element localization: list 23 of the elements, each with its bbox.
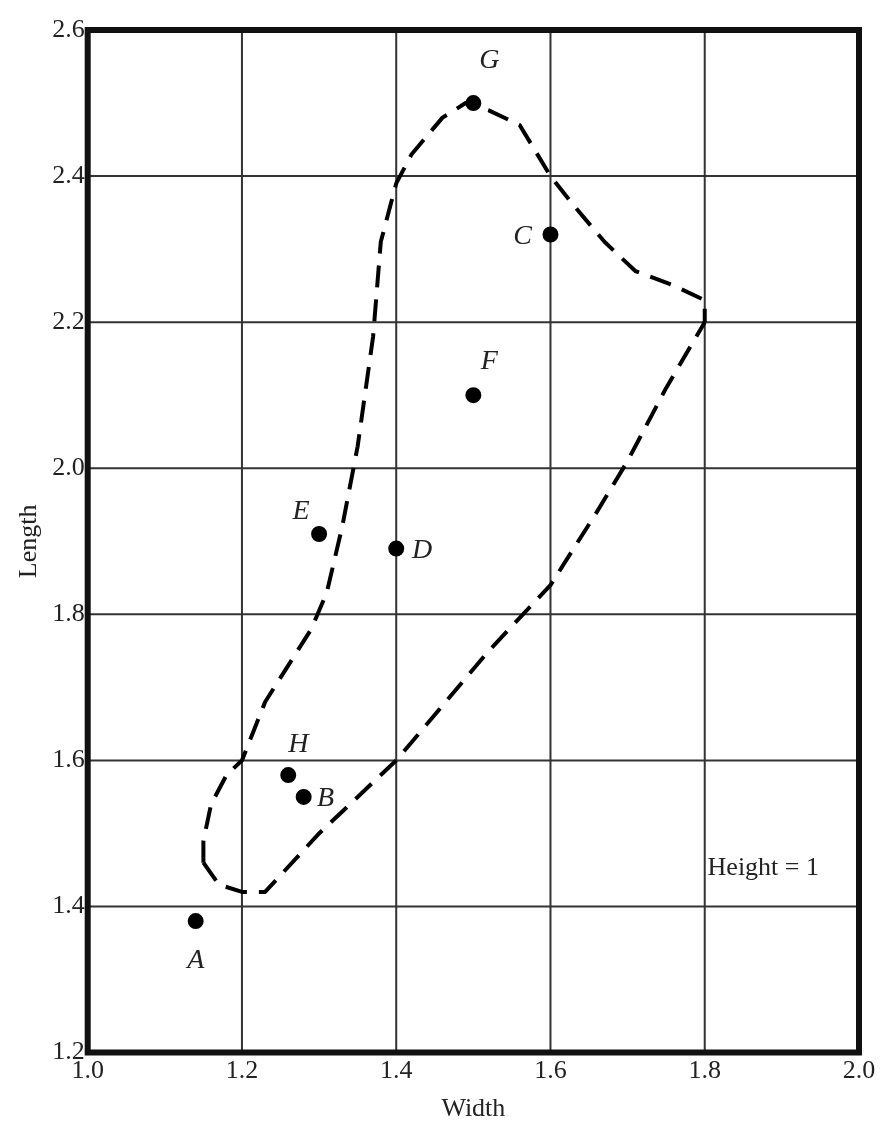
annotation: H bbox=[287, 727, 311, 759]
annotation: Height = 1 bbox=[707, 852, 819, 882]
y-axis-title: Length bbox=[13, 504, 43, 579]
y-tick-label: 2.0 bbox=[52, 452, 85, 482]
x-tick-label: 1.2 bbox=[225, 1055, 259, 1085]
annotation: C bbox=[513, 218, 533, 250]
annotation: E bbox=[291, 494, 310, 526]
x-tick-label: 1.8 bbox=[688, 1055, 721, 1085]
y-tick-label: 2.2 bbox=[52, 306, 85, 335]
annotation: D bbox=[411, 532, 433, 564]
x-axis-title: Width bbox=[441, 1093, 506, 1123]
annotation: B bbox=[317, 781, 335, 813]
annotation: F bbox=[479, 343, 499, 375]
annotation: G bbox=[479, 43, 500, 75]
x-tick-label: 1.4 bbox=[379, 1055, 413, 1085]
y-tick-label: 1.6 bbox=[52, 744, 85, 774]
y-tick-label: 2.4 bbox=[52, 159, 85, 189]
y-tick-label: 1.4 bbox=[52, 890, 85, 920]
x-tick-label: 2.0 bbox=[842, 1055, 876, 1085]
y-tick-label: 2.6 bbox=[52, 13, 85, 43]
annotation: A bbox=[185, 943, 206, 975]
x-tick-label: 1.6 bbox=[534, 1055, 567, 1085]
y-tick-label: 1.8 bbox=[52, 598, 85, 628]
